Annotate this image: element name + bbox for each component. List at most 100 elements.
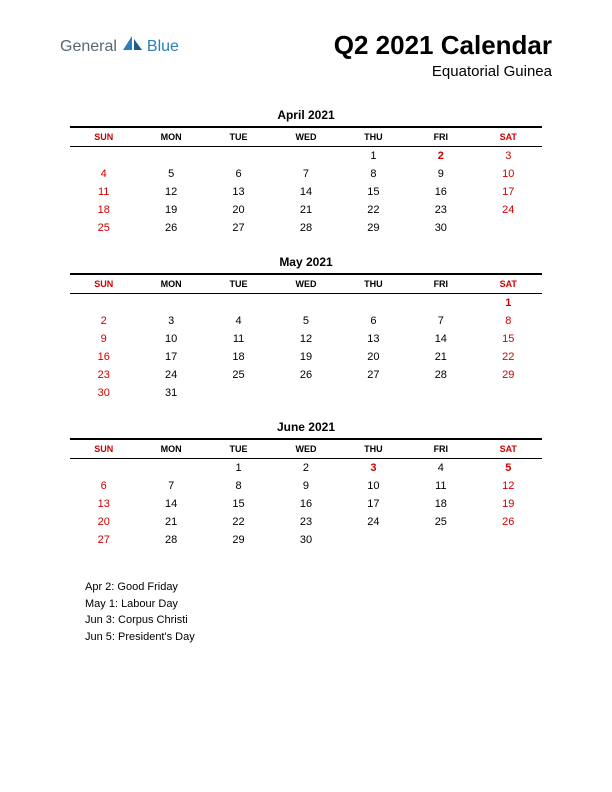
day-header: SUN xyxy=(70,274,137,294)
calendar-cell: 15 xyxy=(205,495,272,513)
calendar-cell: 27 xyxy=(205,219,272,237)
calendar-row: 45678910 xyxy=(70,165,542,183)
calendar-cell: 31 xyxy=(137,384,204,402)
day-header: TUE xyxy=(205,439,272,459)
calendar-cell: 18 xyxy=(205,348,272,366)
calendar-cell: 25 xyxy=(70,219,137,237)
logo-sail-icon xyxy=(123,36,143,57)
calendar-cell xyxy=(475,531,542,549)
calendar-cell: 9 xyxy=(70,330,137,348)
calendar-cell: 1 xyxy=(340,147,407,166)
day-header: TUE xyxy=(205,127,272,147)
calendar-cell: 18 xyxy=(70,201,137,219)
calendar-cell: 8 xyxy=(475,312,542,330)
day-header: WED xyxy=(272,274,339,294)
month-title: May 2021 xyxy=(70,255,542,269)
calendar-row: 20212223242526 xyxy=(70,513,542,531)
calendar-cell: 17 xyxy=(340,495,407,513)
calendar-cell: 26 xyxy=(475,513,542,531)
calendar-cell: 21 xyxy=(407,348,474,366)
calendar-cell: 12 xyxy=(137,183,204,201)
calendar-table: SUNMONTUEWEDTHUFRISAT1234567891011121314… xyxy=(70,126,542,237)
calendar-row: 13141516171819 xyxy=(70,495,542,513)
calendar-cell: 22 xyxy=(205,513,272,531)
calendar-cell: 30 xyxy=(70,384,137,402)
calendar-cell: 23 xyxy=(272,513,339,531)
calendar-cell xyxy=(70,147,137,166)
calendar-cell: 17 xyxy=(475,183,542,201)
calendar-cell: 6 xyxy=(70,477,137,495)
calendar-cell xyxy=(205,147,272,166)
calendar-cell: 2 xyxy=(70,312,137,330)
calendar-container: April 2021SUNMONTUEWEDTHUFRISAT123456789… xyxy=(0,108,612,549)
calendar-cell: 19 xyxy=(137,201,204,219)
calendar-cell xyxy=(272,147,339,166)
calendar-cell: 28 xyxy=(272,219,339,237)
calendar-cell: 30 xyxy=(272,531,339,549)
calendar-cell: 7 xyxy=(137,477,204,495)
calendar-cell: 8 xyxy=(205,477,272,495)
calendar-cell: 24 xyxy=(137,366,204,384)
page-subtitle: Equatorial Guinea xyxy=(334,63,552,80)
calendar-cell xyxy=(70,459,137,478)
day-header: WED xyxy=(272,439,339,459)
calendar-cell: 14 xyxy=(272,183,339,201)
calendar-row: 16171819202122 xyxy=(70,348,542,366)
calendar-row: 123 xyxy=(70,147,542,166)
calendar-cell xyxy=(137,147,204,166)
calendar-cell: 26 xyxy=(137,219,204,237)
calendar-cell: 21 xyxy=(137,513,204,531)
calendar-cell: 7 xyxy=(407,312,474,330)
holiday-list: Apr 2: Good FridayMay 1: Labour DayJun 3… xyxy=(0,567,612,657)
calendar-cell: 5 xyxy=(272,312,339,330)
calendar-cell: 14 xyxy=(407,330,474,348)
calendar-cell: 5 xyxy=(137,165,204,183)
calendar-row: 9101112131415 xyxy=(70,330,542,348)
calendar-cell xyxy=(407,384,474,402)
calendar-cell: 10 xyxy=(340,477,407,495)
calendar-row: 23242526272829 xyxy=(70,366,542,384)
day-header: MON xyxy=(137,274,204,294)
header: General Blue Q2 2021 Calendar Equatorial… xyxy=(0,0,612,90)
day-header: SAT xyxy=(475,439,542,459)
calendar-cell: 23 xyxy=(407,201,474,219)
day-header: THU xyxy=(340,439,407,459)
calendar-cell: 30 xyxy=(407,219,474,237)
calendar-cell xyxy=(407,531,474,549)
calendar-row: 11121314151617 xyxy=(70,183,542,201)
calendar-cell: 15 xyxy=(340,183,407,201)
calendar-cell: 28 xyxy=(407,366,474,384)
calendar-cell: 10 xyxy=(137,330,204,348)
calendar-cell xyxy=(70,294,137,313)
calendar-cell: 25 xyxy=(205,366,272,384)
logo-text-blue: Blue xyxy=(147,38,179,56)
calendar-cell: 18 xyxy=(407,495,474,513)
calendar-cell: 14 xyxy=(137,495,204,513)
calendar-cell: 5 xyxy=(475,459,542,478)
day-header: WED xyxy=(272,127,339,147)
day-header: THU xyxy=(340,274,407,294)
calendar-cell: 27 xyxy=(340,366,407,384)
calendar-cell: 23 xyxy=(70,366,137,384)
day-header: FRI xyxy=(407,439,474,459)
calendar-cell: 26 xyxy=(272,366,339,384)
day-header: SUN xyxy=(70,127,137,147)
month-block: May 2021SUNMONTUEWEDTHUFRISAT12345678910… xyxy=(70,255,542,402)
calendar-cell: 28 xyxy=(137,531,204,549)
calendar-cell: 29 xyxy=(340,219,407,237)
holiday-item: Jun 3: Corpus Christi xyxy=(85,612,527,629)
calendar-cell: 24 xyxy=(475,201,542,219)
calendar-cell: 13 xyxy=(340,330,407,348)
calendar-row: 12345 xyxy=(70,459,542,478)
holiday-item: Jun 5: President's Day xyxy=(85,629,527,646)
calendar-cell xyxy=(205,384,272,402)
calendar-cell: 29 xyxy=(475,366,542,384)
month-title: June 2021 xyxy=(70,420,542,434)
calendar-cell: 6 xyxy=(205,165,272,183)
calendar-cell: 3 xyxy=(475,147,542,166)
calendar-cell: 29 xyxy=(205,531,272,549)
calendar-cell xyxy=(137,294,204,313)
calendar-cell: 12 xyxy=(475,477,542,495)
page-title: Q2 2021 Calendar xyxy=(334,30,552,61)
calendar-row: 3031 xyxy=(70,384,542,402)
